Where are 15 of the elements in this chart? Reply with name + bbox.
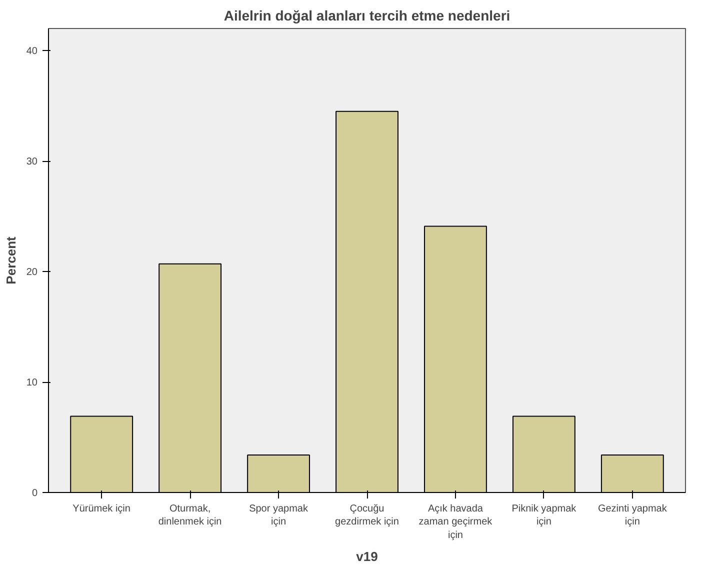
x-axis-title: v19 bbox=[356, 548, 378, 564]
x-tick-label: Çocuğu gezdirmek için bbox=[335, 504, 399, 528]
y-tick-label: 30 bbox=[26, 156, 38, 168]
y-axis-title: Percent bbox=[3, 236, 18, 284]
x-tick-label: Gezinti yapmak için bbox=[598, 504, 668, 528]
x-tick-label: Oturmak, dinlenmek için bbox=[158, 504, 222, 528]
x-tick-label: Piknik yapmak için bbox=[512, 504, 578, 528]
chart-title: Ailelrin doğal alanları tercih etme nedenleri bbox=[224, 8, 510, 24]
y-tick-label: 0 bbox=[32, 488, 38, 499]
x-tick-label: Açık havada zaman geçirmek için bbox=[418, 504, 494, 541]
x-tick-label: Yürümek için bbox=[72, 504, 130, 514]
y-tick-label: 40 bbox=[26, 46, 38, 58]
y-tick-label: 10 bbox=[26, 378, 38, 389]
x-tick-label: Spor yapmak için bbox=[249, 504, 309, 528]
y-tick-label: 20 bbox=[26, 267, 38, 278]
